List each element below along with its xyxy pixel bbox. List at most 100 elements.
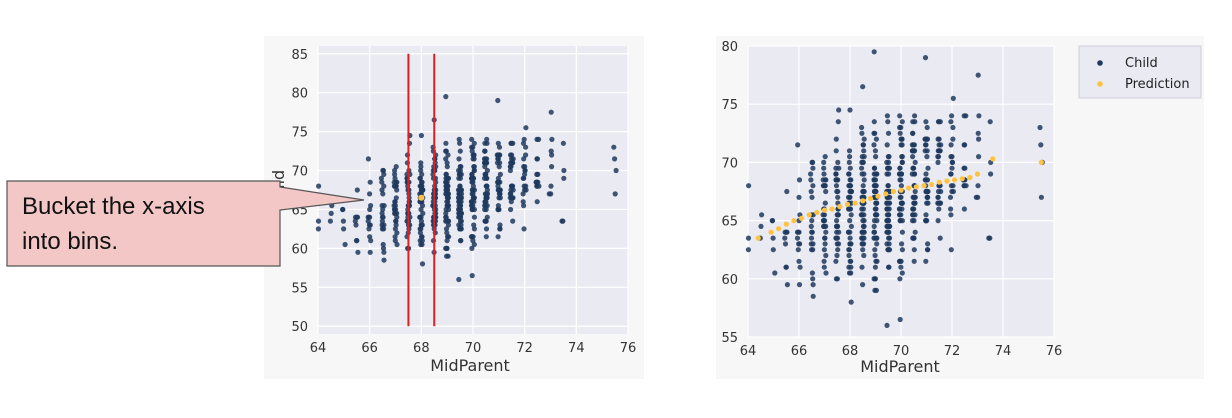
child-point [872,206,878,212]
child-point [796,258,802,264]
child-point [859,165,865,171]
callout: Bucket the x-axis into bins. [6,180,365,267]
child-point [535,171,541,177]
child-point [521,175,527,181]
child-point [445,218,452,224]
prediction-point [951,177,958,183]
legend-label-child: Child [1125,56,1158,71]
child-point [872,276,878,282]
child-point [534,183,540,189]
child-point [897,316,903,323]
child-point [808,235,815,241]
prediction-point [798,215,805,221]
child-point [987,119,993,125]
child-point [759,212,765,218]
child-point [392,210,398,216]
child-point [810,282,816,288]
child-point [910,130,916,136]
child-point [497,179,503,185]
child-point [823,229,829,235]
y-tick-label: 60 [291,242,308,257]
child-point [961,183,967,189]
child-point [482,191,488,197]
child-point [444,175,450,181]
child-point [899,200,905,206]
child-point [833,276,840,282]
child-point [899,159,905,165]
child-point [950,136,956,142]
child-point [897,218,903,224]
child-point [924,188,931,195]
child-point [469,273,475,279]
child-point [510,156,516,162]
child-point [483,218,489,224]
child-point [871,142,877,148]
child-point [772,270,778,276]
child-point [860,206,867,212]
child-point [445,152,451,158]
child-point [886,171,892,177]
child-point [898,183,905,189]
child-point [381,183,387,189]
child-point [922,55,929,61]
child-point [899,119,905,125]
child-point [482,160,488,166]
child-point [469,206,475,213]
child-point [860,84,866,90]
child-point [391,179,397,185]
child-point [796,194,802,200]
child-point [495,140,501,146]
child-point [848,223,855,229]
child-point [495,183,501,189]
child-point [353,222,359,228]
prediction-point [837,204,843,210]
child-point [847,241,853,247]
child-point [884,200,890,206]
child-point [444,160,450,166]
child-point [835,119,841,125]
child-point [443,226,450,232]
child-point [367,206,373,213]
child-point [393,183,399,189]
child-point [809,218,815,224]
x-tick-label: 64 [310,341,327,356]
child-point [444,245,450,251]
child-point [534,156,541,162]
x-tick-label: 68 [842,344,859,359]
child-point [457,148,463,154]
child-point [392,234,398,240]
child-point [808,177,814,183]
child-point [341,226,347,232]
y-tick-label: 65 [721,215,738,230]
child-point [911,171,918,177]
x-tick-label: 74 [995,344,1012,359]
child-point [871,229,878,235]
child-point [835,159,841,165]
child-point [822,183,828,189]
child-point [392,203,398,209]
child-point [444,187,450,193]
child-point [873,136,880,142]
child-point [443,148,449,154]
child-point [885,130,892,136]
child-point [912,159,918,165]
child-point [885,119,891,125]
child-point [508,199,514,205]
child-point [484,187,490,193]
child-point [950,188,957,195]
child-point [923,212,929,218]
child-point [510,187,516,193]
child-point [925,247,931,253]
child-point [846,171,852,177]
child-point [783,264,789,270]
child-point [899,154,905,160]
child-point [821,159,827,165]
bin-boundary-lines [407,53,436,327]
legend-box [1078,45,1202,99]
child-point [899,241,905,247]
child-point [846,270,853,276]
child-point [507,167,513,174]
prediction-point [967,174,973,181]
child-point [482,164,488,170]
